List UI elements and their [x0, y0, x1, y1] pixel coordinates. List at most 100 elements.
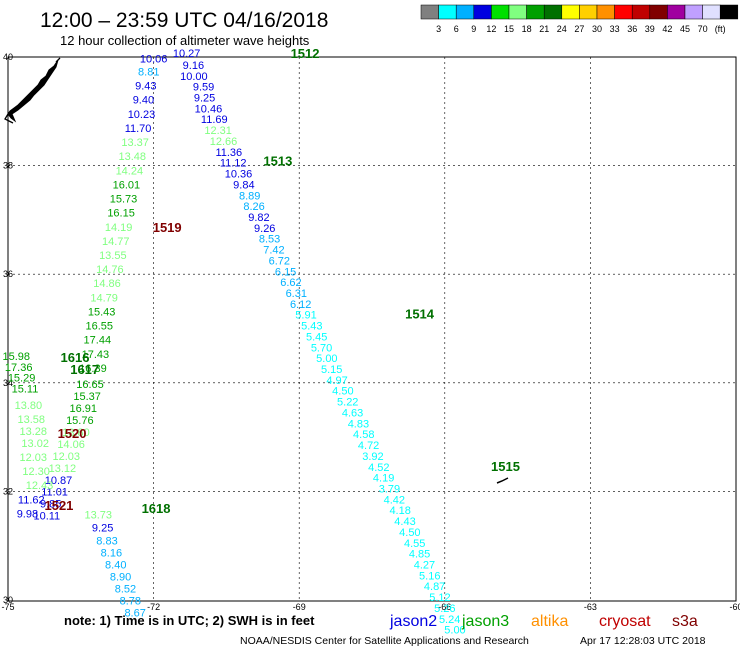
scale-swatch: [631, 4, 651, 20]
wave-height-value: 3.92: [362, 451, 383, 463]
legend-satellite-altika: altika: [531, 613, 568, 630]
wave-height-value: 13.73: [85, 510, 113, 522]
wave-height-value: 9.98: [17, 508, 38, 520]
wave-height-value: 8.90: [110, 571, 131, 583]
wave-height-value: 8.40: [105, 560, 126, 572]
scale-label: 33: [610, 24, 620, 34]
wave-height-value: 5.43: [301, 321, 322, 333]
wave-height-value: 17.36: [5, 362, 33, 374]
legend-satellite-jason3: jason3: [461, 613, 509, 630]
wave-height-value: 16.39: [79, 363, 107, 375]
wave-height-value: 14.24: [116, 165, 144, 177]
scale-swatch: [508, 4, 527, 20]
wave-height-value: 5.00: [444, 625, 465, 637]
wave-height-value: 4.87: [424, 581, 445, 593]
wave-height-value: 10.87: [45, 475, 73, 487]
wave-height-value: 9.40: [133, 95, 154, 107]
wave-height-value: 4.52: [368, 462, 389, 474]
scale-label: 45: [680, 24, 690, 34]
orbit-track-label: 1514: [405, 307, 435, 322]
page-title: 12:00 – 23:59 UTC 04/16/2018: [40, 9, 328, 32]
lat-tick-label: 40: [3, 52, 13, 62]
wave-height-value: 5.45: [306, 331, 327, 343]
wave-height-value: 9.25: [92, 523, 113, 535]
scale-label: 21: [539, 24, 549, 34]
map-frame: [7, 56, 737, 602]
wave-height-value: 10.06: [140, 53, 168, 65]
wave-height-value: 13.12: [49, 463, 77, 475]
wave-height-value: 13.48: [118, 151, 146, 163]
scale-swatch: [420, 4, 439, 20]
graticule: -75 -72 -69 -66 -63 -60 40 38 36 34 32 30: [1, 52, 740, 612]
wave-height-value: 5.12: [429, 592, 450, 604]
footer-timestamp: Apr 17 12:28:03 UTC 2018: [580, 635, 706, 647]
wave-height-value: 14.19: [105, 222, 133, 234]
orbit-track-label: 1521: [44, 498, 73, 513]
wave-height-value: 7.42: [263, 245, 284, 257]
wave-height-value: 12.43: [26, 480, 54, 492]
scale-label: 39: [645, 24, 655, 34]
wave-height-value: 14.76: [96, 264, 124, 276]
wave-height-value: 16.15: [107, 208, 135, 220]
wave-height-value: 9.43: [135, 81, 156, 93]
scale-label: (ft): [715, 24, 726, 34]
scale-label: 6: [454, 24, 459, 34]
lon-tick-label: -75: [1, 602, 14, 612]
wave-height-value: 15.76: [66, 415, 94, 427]
wave-height-value: 14.06: [57, 439, 85, 451]
wave-height-value: 15.37: [73, 391, 101, 403]
wave-height-value: 8.81: [138, 66, 159, 78]
wave-height-value: 15.43: [88, 306, 116, 318]
wave-height-value: 6.72: [269, 255, 290, 267]
scale-swatch: [491, 4, 510, 20]
wave-height-value: 12.66: [210, 136, 238, 148]
wave-height-value: 16.01: [113, 179, 141, 191]
orbit-track-label: 1515: [491, 459, 520, 474]
orbit-track-label: 1512: [291, 46, 320, 61]
wave-height-value: 6.31: [286, 288, 307, 300]
orbit-track-label: 1618: [142, 501, 171, 516]
scale-swatch: [455, 4, 475, 20]
wave-height-value: 6.12: [290, 299, 311, 311]
wave-height-value: 8.52: [115, 583, 136, 595]
footer-credit: NOAA/NESDIS Center for Satellite Applica…: [240, 635, 529, 647]
wave-height-value: 8.89: [239, 190, 260, 202]
wave-height-value: 10.36: [225, 169, 253, 181]
wave-height-value: 8.78: [120, 595, 141, 607]
wave-height-value: 8.83: [96, 536, 117, 548]
wave-height-value: 11.12: [220, 158, 247, 170]
track-segment-1515: [496, 477, 509, 484]
wave-height-value: 10.27: [173, 48, 201, 60]
wave-height-value: 16.91: [69, 403, 97, 415]
wave-height-value: 12.03: [19, 452, 47, 464]
wave-height-value: 4.72: [358, 440, 379, 452]
orbit-track-label: 1617: [70, 362, 99, 377]
wave-height-value: 5.24: [439, 614, 460, 626]
wave-height-value: 4.97: [326, 375, 347, 387]
orbit-track-label: 1520: [58, 426, 87, 441]
wave-height-value: 9.82: [248, 212, 269, 224]
wave-height-value: 9.84: [233, 179, 254, 191]
lat-tick-label: 36: [3, 269, 13, 279]
scale-label: 30: [592, 24, 602, 34]
wave-height-value: 4.58: [353, 429, 374, 441]
wave-height-value: 8.53: [259, 234, 280, 246]
wave-height-value: 12.31: [204, 125, 232, 137]
wave-height-value: 14.86: [93, 278, 121, 290]
wave-height-value: 10.46: [195, 103, 223, 115]
wave-height-value: 9.59: [193, 82, 214, 94]
wave-height-value: 13.37: [121, 137, 149, 149]
scale-label: 42: [662, 24, 672, 34]
legend-satellite-jason2: jason2: [389, 613, 437, 630]
wave-height-value: 11.69: [201, 114, 228, 126]
wave-height-value: 4.63: [342, 407, 363, 419]
scale-label: 70: [698, 24, 708, 34]
wave-height-value: 9.25: [194, 93, 215, 105]
scale-swatch: [702, 4, 721, 20]
lon-tick-label: -72: [147, 602, 160, 612]
orbit-track-label: 1513: [263, 154, 292, 169]
scale-swatch: [561, 4, 580, 20]
scale-label: 12: [486, 24, 496, 34]
